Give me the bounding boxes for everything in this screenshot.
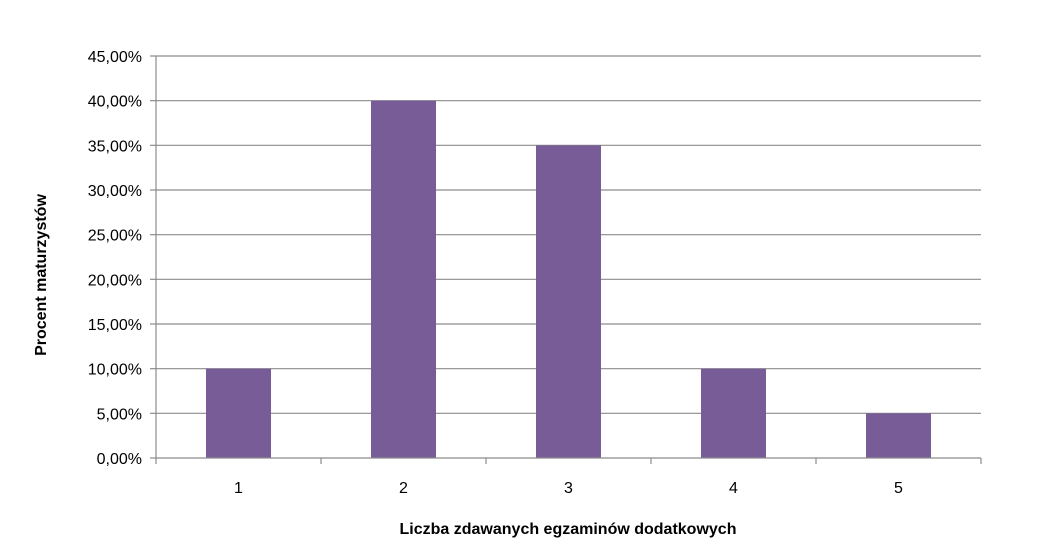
y-tick-label: 25,00% — [88, 228, 142, 245]
y-tick-label: 0,00% — [97, 451, 142, 468]
axes — [150, 55, 982, 464]
x-tick-labels: 1 2 3 4 5 — [234, 480, 903, 497]
y-tick-label: 20,00% — [88, 272, 142, 289]
x-tick-label: 5 — [894, 480, 903, 497]
bar-4 — [701, 368, 766, 458]
y-tick-label: 45,00% — [88, 49, 142, 66]
x-tick-label: 2 — [399, 480, 408, 497]
bars — [206, 100, 931, 459]
bar-1 — [206, 368, 271, 458]
y-tick-label: 5,00% — [97, 406, 142, 423]
y-tick-label: 10,00% — [88, 362, 142, 379]
bar-2 — [371, 100, 436, 459]
y-tick-label: 35,00% — [88, 138, 142, 155]
y-axis-title: Procent maturzystów — [33, 194, 50, 356]
x-tick-label: 1 — [234, 480, 243, 497]
x-axis-title: Liczba zdawanych egzaminów dodatkowych — [400, 521, 737, 538]
x-tick-label: 4 — [729, 480, 738, 497]
bar-3 — [536, 145, 601, 459]
bar-5 — [866, 413, 931, 458]
x-tick-label: 3 — [564, 480, 573, 497]
y-tick-labels: 0,00% 5,00% 10,00% 15,00% 20,00% 25,00% 30,00%… — [88, 49, 142, 468]
y-tick-label: 15,00% — [88, 317, 142, 334]
y-tick-label: 40,00% — [88, 94, 142, 111]
y-tick-label: 30,00% — [88, 183, 142, 200]
